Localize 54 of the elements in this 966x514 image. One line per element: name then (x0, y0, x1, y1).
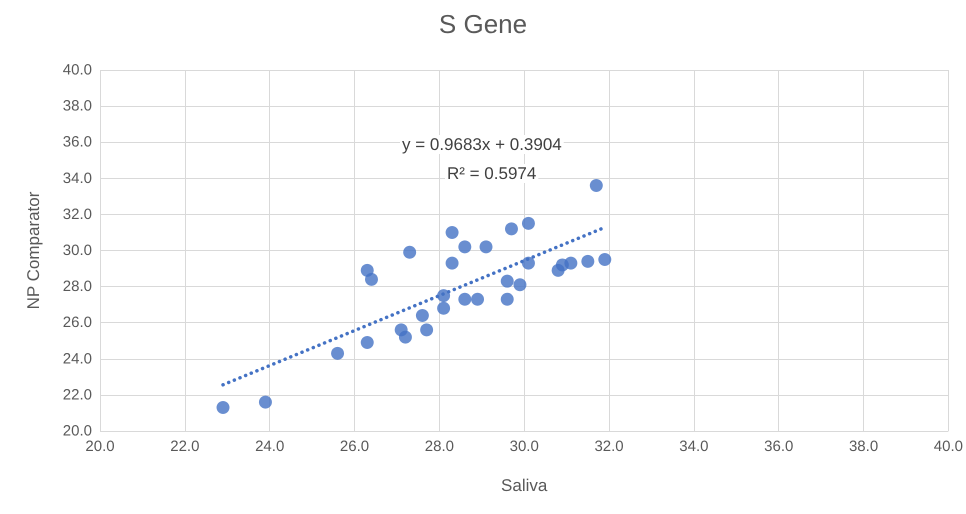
point (446, 256, 459, 270)
point (458, 240, 472, 254)
y-tick-label: 36.0 (62, 134, 92, 151)
point (513, 278, 526, 292)
point (216, 401, 230, 414)
y-axis-title: NP Comparator (24, 191, 43, 310)
point (331, 346, 344, 360)
y-tick-label: 38.0 (62, 98, 92, 115)
point (522, 216, 535, 230)
y-tick-label: 32.0 (62, 206, 92, 223)
point (500, 292, 514, 306)
point (522, 256, 535, 270)
annotation: R² = 0.5974 (447, 164, 536, 183)
x-tick-label: 22.0 (170, 438, 200, 455)
x-axis-title: Saliva (501, 476, 548, 495)
point (360, 336, 374, 350)
x-tick-label: 36.0 (764, 438, 794, 455)
point (258, 396, 272, 409)
point (480, 240, 493, 254)
point (458, 292, 472, 306)
point (403, 246, 416, 259)
point (398, 330, 412, 344)
y-tick-label: 26.0 (62, 314, 92, 332)
x-tick-label: 32.0 (594, 438, 624, 455)
x-tick-label: 38.0 (848, 438, 878, 455)
y-tick-label: 34.0 (62, 170, 92, 187)
point (420, 323, 434, 336)
y-tick-label: 40.0 (62, 62, 92, 78)
x-tick-label: 34.0 (679, 438, 708, 455)
x-tick-label: 20.0 (85, 438, 115, 455)
x-tick-label: 26.0 (340, 438, 370, 455)
point (598, 253, 612, 266)
point (416, 308, 429, 322)
chart-title: S Gene (438, 9, 528, 39)
y-tick-label: 30.0 (62, 242, 92, 259)
point (471, 292, 484, 306)
point (590, 179, 603, 192)
annotation: y = 0.9683x + 0.3904 (402, 135, 562, 154)
point (365, 272, 378, 286)
y-tick-label: 28.0 (62, 278, 92, 296)
point (581, 254, 594, 268)
point (504, 222, 518, 236)
point (564, 256, 578, 270)
y-tick-label: 20.0 (62, 422, 92, 440)
point (500, 274, 514, 288)
y-tick-label: 24.0 (62, 350, 92, 368)
x-tick-label: 28.0 (424, 438, 454, 455)
x-tick-label: 24.0 (255, 438, 284, 455)
point (446, 226, 459, 239)
x-tick-label: 30.0 (510, 438, 539, 455)
point (437, 302, 450, 315)
y-tick-label: 22.0 (62, 386, 92, 404)
x-tick-label: 40.0 (934, 438, 964, 455)
point (437, 289, 450, 302)
